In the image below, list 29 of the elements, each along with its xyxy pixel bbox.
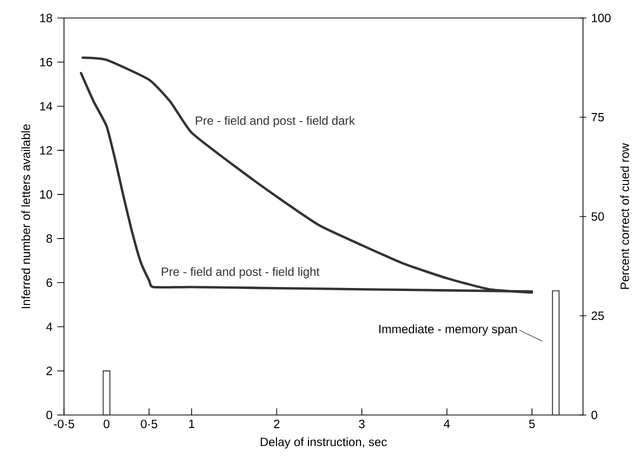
y-tick-label: 4 [46, 322, 52, 331]
x-tick-label: 1 [189, 420, 194, 428]
x-tick-label: 2 [274, 420, 280, 428]
series-label: Pre - field and post - field dark [196, 116, 355, 128]
y-tick-label: 8 [46, 234, 52, 243]
y-tick-label: 6 [46, 278, 52, 287]
y-tick-label: 16 [40, 58, 52, 66]
y2-tick-label: 50 [592, 212, 604, 221]
y-tick-label: 10 [40, 190, 52, 199]
x-axis-title: Delay of instruction, sec [260, 437, 387, 449]
y-tick-label: 0 [46, 410, 52, 420]
annotation: Immediate - memory span [379, 324, 517, 336]
x-tick-label: 5 [529, 420, 535, 428]
y2-tick-label: 100 [592, 14, 611, 22]
x-tick-label: -0·5 [54, 420, 74, 428]
x-tick-label: 3 [358, 420, 365, 428]
x-tick-label: 0·5 [140, 420, 158, 428]
y-tick-label: 12 [40, 146, 52, 155]
y-tick-label: 18 [40, 14, 52, 22]
y-axis-title: Inferred number of letters available [21, 124, 30, 308]
y-tick-label: 2 [46, 366, 52, 376]
x-tick-label: 0 [104, 420, 110, 428]
y2-tick-label: 0 [592, 410, 598, 420]
y2-tick-label: 25 [592, 311, 604, 320]
y-tick-label: 14 [40, 102, 52, 110]
x-tick-label: 4 [444, 420, 450, 428]
y2-tick-label: 75 [592, 113, 604, 122]
y2-axis-title: Percent correct of cued row [620, 143, 630, 289]
series-label: Pre - field and post - field light [162, 267, 320, 278]
